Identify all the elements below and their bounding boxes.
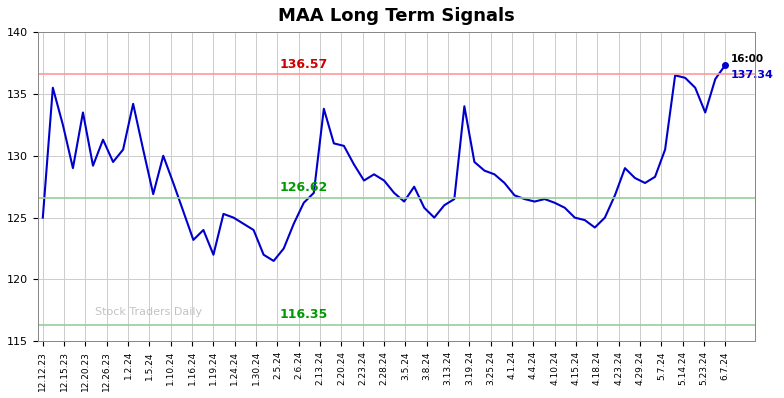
Text: 136.57: 136.57 (280, 58, 328, 71)
Text: 126.62: 126.62 (280, 181, 328, 194)
Text: 116.35: 116.35 (280, 308, 328, 321)
Text: 16:00: 16:00 (731, 54, 764, 64)
Title: MAA Long Term Signals: MAA Long Term Signals (278, 7, 515, 25)
Text: 137.34: 137.34 (731, 70, 773, 80)
Text: Stock Traders Daily: Stock Traders Daily (95, 306, 202, 316)
